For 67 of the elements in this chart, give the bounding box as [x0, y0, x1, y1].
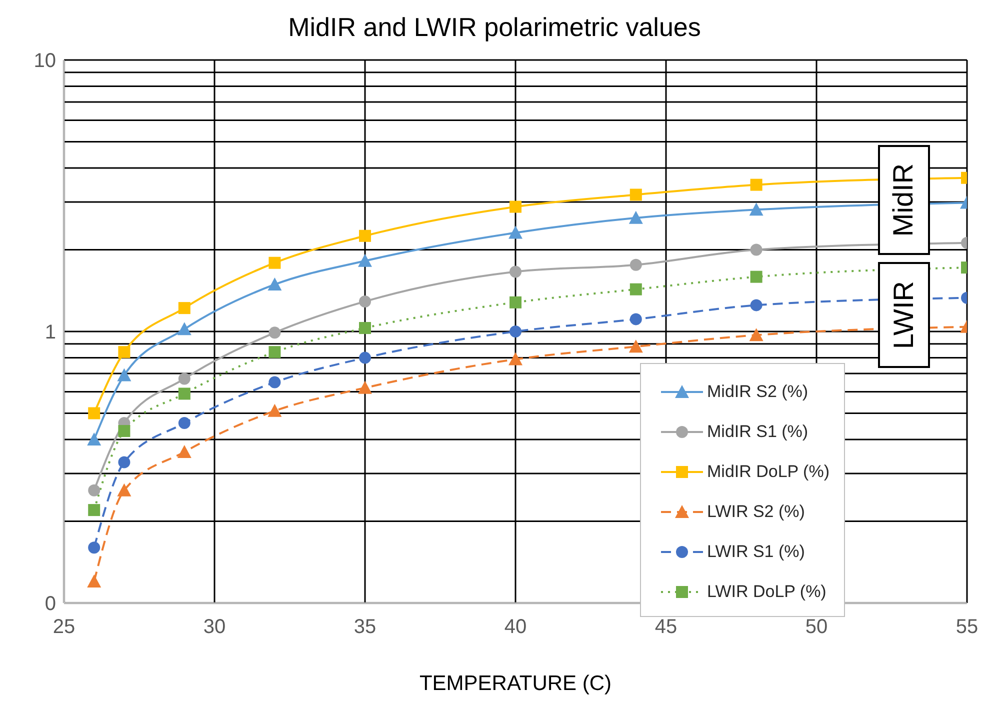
- x-tick-label: 50: [805, 616, 828, 638]
- annotation: LWIR: [888, 281, 920, 349]
- annotation: MidIR: [888, 163, 920, 237]
- point: [178, 417, 190, 430]
- point: [88, 407, 100, 420]
- x-tick-label: 55: [956, 616, 978, 638]
- point: [749, 202, 764, 216]
- point: [510, 296, 522, 308]
- point: [268, 404, 282, 417]
- point: [268, 346, 281, 358]
- point: [358, 254, 372, 267]
- legend-label: MidIR DoLP (%): [707, 462, 830, 482]
- point: [268, 277, 282, 290]
- point: [268, 376, 281, 388]
- point: [750, 299, 762, 312]
- point: [118, 456, 130, 468]
- point: [87, 574, 102, 588]
- point: [630, 283, 642, 296]
- point: [630, 258, 642, 271]
- point: [177, 322, 192, 336]
- point: [117, 483, 132, 496]
- x-tick-label: 40: [504, 616, 527, 638]
- y-tick-label: 1: [44, 322, 56, 344]
- point: [118, 346, 130, 358]
- point: [508, 352, 522, 366]
- point: [88, 504, 100, 516]
- point: [510, 266, 522, 278]
- point: [630, 313, 642, 326]
- point: [628, 210, 643, 224]
- legend-label: LWIR DoLP (%): [707, 582, 826, 602]
- point: [268, 256, 281, 269]
- legend-label: LWIR S2 (%): [707, 502, 805, 522]
- point: [508, 226, 522, 239]
- point: [88, 542, 100, 554]
- point: [178, 372, 190, 385]
- point: [749, 328, 764, 342]
- point: [87, 432, 102, 446]
- point: [750, 270, 762, 283]
- point: [268, 326, 281, 339]
- point: [88, 484, 100, 496]
- point: [628, 340, 643, 353]
- legend-label: MidIR S2 (%): [707, 382, 808, 402]
- point: [750, 178, 762, 191]
- point: [510, 200, 522, 213]
- legend-label: MidIR S1 (%): [707, 422, 808, 442]
- point: [177, 444, 192, 458]
- point: [359, 352, 371, 364]
- point: [750, 244, 762, 256]
- x-tick-label: 35: [354, 616, 376, 638]
- point: [359, 295, 371, 308]
- x-tick-label: 25: [52, 616, 76, 638]
- point: [358, 380, 372, 394]
- chart-title: MidIR and LWIR polarimetric values: [287, 12, 702, 43]
- legend-label: LWIR S1 (%): [707, 542, 805, 562]
- x-tick-label: 45: [654, 616, 678, 638]
- y-tick-label: 10: [34, 50, 56, 72]
- point: [117, 368, 132, 382]
- point: [178, 302, 190, 314]
- point: [359, 322, 371, 334]
- point: [178, 388, 190, 400]
- x-axis-title: TEMPERATURE (C): [419, 672, 612, 695]
- point: [359, 230, 371, 242]
- point: [510, 326, 522, 338]
- x-tick-label: 30: [203, 616, 226, 638]
- y-tick-label: 0: [44, 593, 56, 616]
- point: [630, 188, 642, 201]
- point: [118, 425, 130, 438]
